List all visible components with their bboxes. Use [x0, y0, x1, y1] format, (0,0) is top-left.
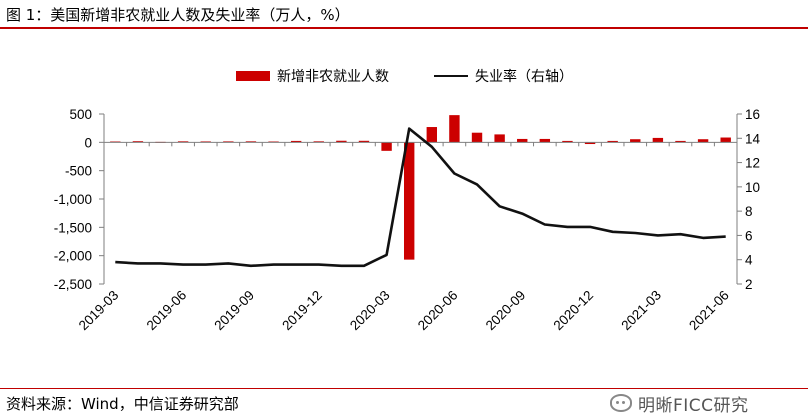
bar-2019-11	[290, 140, 302, 143]
x-axis-ticks: 2019-03 2019-06 2019-09 2019-12 2020-03 2020-…	[76, 288, 732, 334]
x-tick-label: 2019-09	[211, 288, 257, 334]
legend: 新增非农就业人数 失业率（右轴）	[236, 68, 573, 85]
left-tick-label: -2,000	[54, 249, 92, 264]
bar-2020-05	[426, 127, 438, 143]
bar-2021-01	[607, 140, 618, 143]
right-tick-label: 4	[745, 253, 753, 268]
bar-2020-04	[403, 142, 415, 260]
watermark-text: 明晰FICC研究	[638, 395, 749, 416]
bar-2019-04	[132, 141, 144, 143]
bar-2021-06	[720, 137, 731, 143]
x-tick-label: 2020-06	[415, 288, 461, 334]
left-tick-label: -2,500	[54, 277, 92, 292]
bar-2020-01	[336, 140, 347, 143]
x-tick-label: 2019-12	[279, 288, 325, 334]
bar-2020-10	[539, 138, 551, 143]
bar-2019-09	[245, 141, 257, 143]
right-tick-label: 12	[745, 156, 760, 171]
legend-label-line: 失业率（右轴）	[475, 68, 573, 85]
bar-2020-11	[562, 140, 573, 143]
right-tick-label: 10	[745, 180, 760, 195]
bar-2020-08	[494, 134, 505, 143]
bar-2020-06	[449, 115, 460, 143]
left-tick-label: 500	[69, 107, 92, 122]
watermark: 明晰FICC研究	[610, 390, 806, 416]
bar-2020-02	[358, 140, 370, 143]
x-tick-label: 2020-03	[347, 288, 393, 334]
right-tick-label: 8	[745, 204, 753, 219]
x-tick-label: 2021-03	[618, 288, 664, 334]
left-tick-label: -1,500	[54, 220, 92, 235]
x-tick-label: 2020-12	[551, 288, 597, 334]
source-note: 资料来源：Wind，中信证券研究部	[6, 395, 239, 413]
axes	[99, 113, 742, 285]
left-axis-ticks: 500 0 -500 -1,000 -1,500 -2,000 -2,500	[54, 107, 92, 292]
legend-label-bars: 新增非农就业人数	[277, 69, 389, 85]
wechat-icon	[610, 394, 632, 412]
right-axis-ticks: 16 14 12 10 8 6 4 2	[745, 107, 761, 292]
left-tick-label: 0	[84, 135, 92, 150]
left-tick-label: -1,000	[54, 192, 92, 207]
bar-2020-12	[584, 142, 596, 145]
bar-2021-02	[630, 139, 641, 143]
right-tick-label: 16	[745, 107, 760, 122]
x-tick-label: 2019-06	[144, 288, 190, 334]
chart: 新增非农就业人数 失业率（右轴） 500 0 -500 -1,000 -1,500 -2,…	[54, 68, 761, 334]
figure-title: 图 1：美国新增非农就业人数及失业率（万人，%）	[6, 6, 350, 24]
bar-2020-09	[517, 138, 528, 143]
bar-2019-12	[313, 141, 324, 143]
bar-2019-06	[177, 141, 189, 143]
bar-2020-03	[381, 142, 392, 151]
x-tick-label: 2019-03	[76, 288, 122, 334]
left-tick-label: -500	[65, 164, 92, 179]
right-tick-label: 6	[745, 228, 753, 243]
right-tick-label: 14	[745, 131, 761, 146]
footer-rule	[0, 388, 808, 389]
unemployment-line	[115, 127, 726, 268]
bar-2020-07	[471, 132, 483, 143]
x-tick-label: 2020-09	[483, 288, 529, 334]
x-tick-label: 2021-06	[686, 288, 732, 334]
bar-2021-04	[675, 140, 686, 143]
title-rule	[0, 27, 808, 29]
legend-swatch-bars	[236, 71, 270, 81]
bar-2021-03	[652, 137, 664, 143]
right-tick-label: 2	[745, 277, 753, 292]
bar-2021-05	[697, 139, 709, 143]
